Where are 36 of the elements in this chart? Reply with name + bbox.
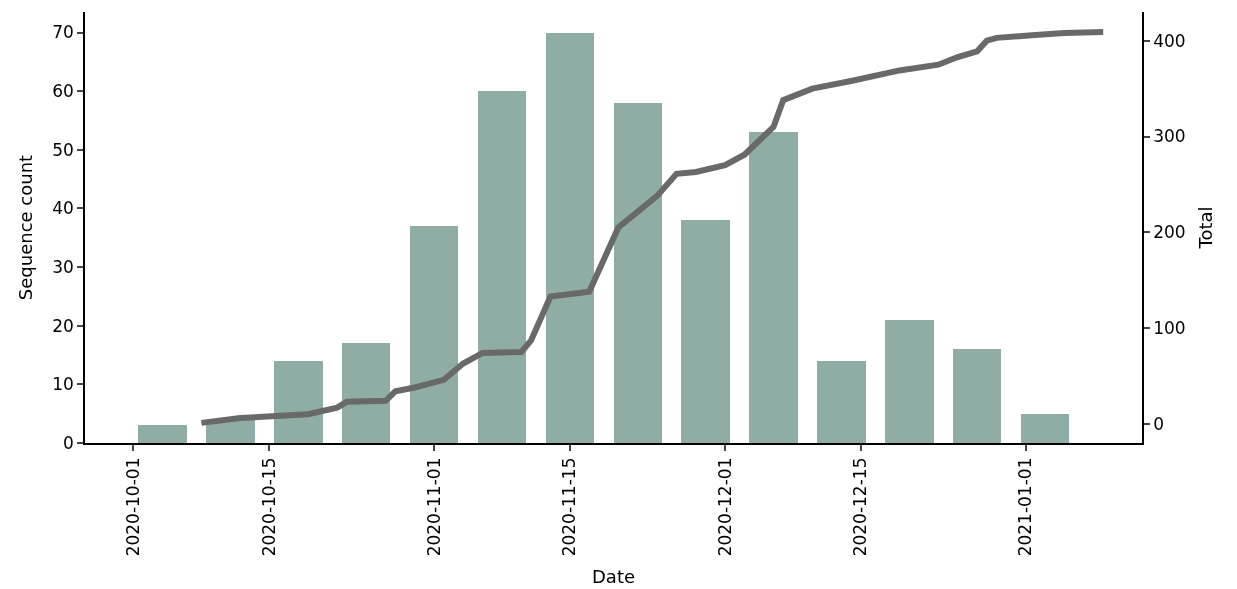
bar — [885, 320, 934, 443]
x-tick-label: 2020-10-15 — [258, 457, 279, 557]
bar — [478, 91, 526, 443]
y2-tick-label: 200 — [1153, 222, 1186, 243]
y-axis-title: Sequence count — [14, 154, 36, 301]
bar — [1021, 414, 1069, 443]
bar — [546, 33, 594, 443]
y-tick-label: 50 — [52, 139, 74, 160]
y-tick-label: 20 — [52, 315, 74, 336]
bar — [342, 343, 390, 443]
y2-tick-label: 300 — [1153, 126, 1186, 147]
y-tick-label: 10 — [52, 374, 74, 395]
y2-tick-label: 100 — [1153, 318, 1186, 339]
bar — [953, 349, 1001, 443]
x-tick-label: 2020-12-01 — [714, 457, 735, 557]
x-tick-label: 2020-11-15 — [559, 457, 580, 557]
x-tick-label: 2020-12-15 — [850, 457, 871, 557]
bar — [138, 425, 187, 443]
bar — [749, 132, 798, 443]
x-tick-label: 2020-10-01 — [123, 457, 144, 557]
y-tick-label: 0 — [63, 432, 74, 453]
bar — [410, 226, 458, 443]
bar — [274, 361, 323, 443]
x-tick-label: 2021-01-01 — [1015, 457, 1036, 557]
bar — [817, 361, 866, 443]
x-tick-label: 2020-11-01 — [423, 457, 444, 557]
y2-axis-title: Total — [1195, 206, 1217, 250]
y2-tick-label: 0 — [1153, 413, 1164, 434]
x-axis-title: Date — [591, 565, 636, 587]
y2-tick-label: 400 — [1153, 30, 1186, 51]
y-tick-label: 70 — [52, 22, 74, 43]
bar — [614, 103, 662, 443]
y-tick-label: 30 — [52, 257, 74, 278]
bar — [681, 220, 730, 443]
y-tick-label: 60 — [52, 81, 74, 102]
y-tick-label: 40 — [52, 198, 74, 219]
